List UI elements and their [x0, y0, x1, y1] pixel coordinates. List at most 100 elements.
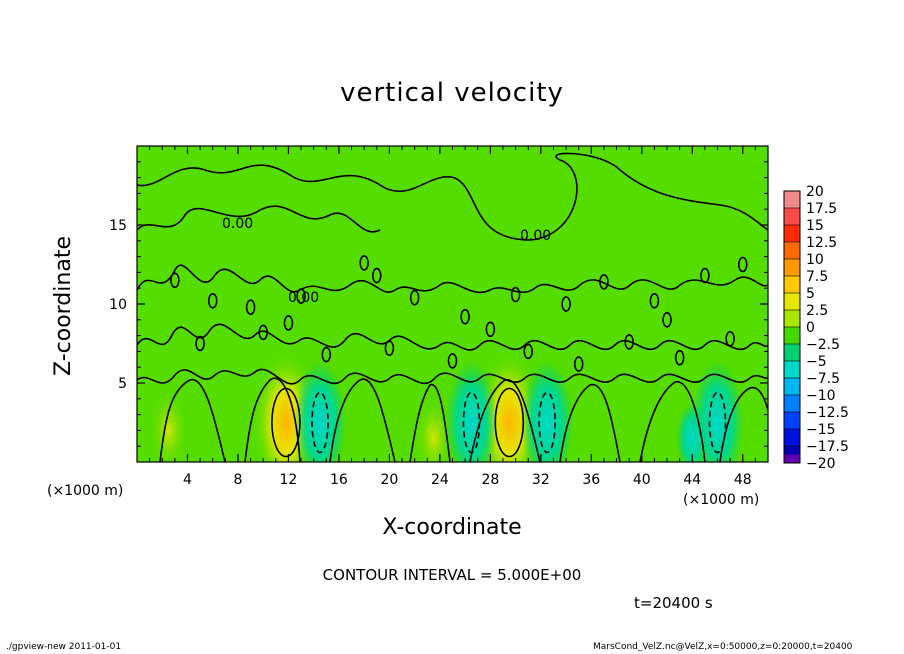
- contour-blob: [674, 349, 685, 366]
- contour-blob: [561, 296, 571, 312]
- contour-blob: [283, 315, 294, 331]
- updraft-contour: [271, 387, 301, 458]
- contour-blob: [725, 330, 735, 347]
- colorbar-swatch: [784, 208, 800, 226]
- colorbar-label: −2.5: [806, 337, 840, 353]
- colorbar-swatch: [784, 454, 800, 463]
- downdraft-contour: [311, 391, 329, 454]
- downdraft-contour: [538, 391, 556, 454]
- updraft-region: [150, 390, 187, 462]
- x-tick-label: 44: [683, 472, 701, 488]
- contour-interval: CONTOUR INTERVAL = 5.000E+00: [322, 566, 582, 584]
- contour-blob: [170, 272, 180, 289]
- colorbar-label: −5: [806, 354, 827, 370]
- colorbar-swatch: [784, 361, 800, 379]
- contour-line-near-surface: [159, 377, 768, 462]
- contour-label: 0.00: [288, 290, 319, 306]
- contour-blob: [510, 286, 521, 303]
- contour-blob: [321, 346, 332, 363]
- colorbar-label: −17.5: [806, 439, 849, 455]
- colorbar-label: 12.5: [806, 235, 837, 251]
- colorbar: 2017.51512.5107.552.50−2.5−5−7.5−10−12.5…: [783, 184, 849, 472]
- contour-label: 0.00: [222, 216, 253, 232]
- x-tick-label: 40: [633, 472, 651, 488]
- contour-blob: [662, 311, 672, 328]
- updraft-contour: [494, 387, 525, 458]
- x-tick-label: 48: [734, 472, 752, 488]
- colorbar-label: 2.5: [806, 303, 828, 319]
- time-label: t=20400 s: [634, 594, 713, 612]
- contour-line-mid-2: [137, 323, 768, 351]
- contour-blob: [245, 299, 256, 315]
- contour-blob: [700, 267, 710, 284]
- colorbar-swatch: [784, 378, 800, 396]
- contour-blob: [737, 256, 748, 273]
- colorbar-swatch: [784, 327, 800, 345]
- colorbar-label: 0: [806, 320, 815, 336]
- footer-source: MarsCond_VelZ.nc@VelZ,x=0:50000,z=0:2000…: [593, 642, 853, 652]
- y-tick-label: 15: [109, 218, 127, 234]
- contour-line-mid: [137, 264, 768, 294]
- downdraft-contour: [462, 391, 481, 454]
- contour-blob: [573, 356, 584, 372]
- footer-program: ./gpview-new 2011-01-01: [6, 642, 122, 652]
- x-unit-label-right: (×1000 m): [683, 492, 760, 508]
- colorbar-label: −10: [806, 388, 836, 404]
- plot-area: 0.00 0.00 0.00: [136, 145, 769, 463]
- downdraft-region: [293, 360, 346, 462]
- x-axis: 4 8 12 16 20 24 28 32 36 40 44 48: [149, 146, 756, 488]
- colorbar-label: 10: [806, 252, 824, 268]
- velocity-field: [150, 352, 744, 462]
- downdraft-region: [445, 360, 498, 462]
- y-tick-label: 5: [118, 376, 127, 392]
- contour-blob: [460, 308, 470, 325]
- contour-blob: [359, 255, 369, 271]
- downdraft-region: [521, 360, 574, 462]
- colorbar-swatch: [784, 225, 800, 243]
- contour-line-low: [137, 368, 768, 385]
- x-tick-label: 28: [481, 472, 499, 488]
- colorbar-swatch: [784, 276, 800, 294]
- contour-blob: [523, 343, 534, 360]
- contour-lines: [137, 152, 768, 462]
- x-tick-label: 4: [183, 472, 192, 488]
- colorbar-label: −7.5: [806, 371, 840, 387]
- colorbar-label: −15: [806, 422, 836, 438]
- contour-blob: [207, 293, 218, 309]
- updraft-region: [415, 398, 452, 462]
- contour-blob: [195, 335, 205, 352]
- colorbar-swatch: [784, 412, 800, 430]
- contour-label: 0.00: [520, 228, 551, 244]
- contour-blob: [599, 274, 609, 290]
- colorbar-label: 5: [806, 286, 815, 302]
- colorbar-label: −12.5: [806, 405, 849, 421]
- colorbar-swatch: [784, 293, 800, 311]
- colorbar-label: 15: [806, 218, 824, 234]
- colorbar-swatch: [784, 259, 800, 277]
- contour-line-upper: [137, 152, 768, 241]
- contour-line-upper-2: [137, 205, 381, 233]
- x-unit-label-left: (×1000 m): [47, 483, 124, 499]
- closed-contours: [170, 255, 748, 458]
- x-tick-label: 12: [280, 472, 298, 488]
- y-axis: 5 10 15: [109, 161, 768, 447]
- chart-title: vertical velocity: [340, 78, 564, 108]
- x-axis-label: X-coordinate: [382, 515, 522, 540]
- colorbar-swatch: [784, 310, 800, 328]
- x-tick-label: 20: [380, 472, 398, 488]
- contour-blob: [371, 267, 382, 284]
- downdraft-region: [676, 402, 709, 462]
- x-tick-label: 24: [431, 472, 449, 488]
- x-tick-label: 8: [233, 472, 242, 488]
- colorbar-swatch: [784, 191, 800, 209]
- contour-blob: [485, 321, 496, 338]
- colorbar-label: 17.5: [806, 201, 837, 217]
- y-axis-label: Z-coordinate: [51, 236, 76, 376]
- contour-blob: [296, 288, 306, 304]
- x-tick-label: 36: [582, 472, 600, 488]
- contour-blob: [624, 334, 634, 350]
- downdraft-contour: [708, 391, 727, 454]
- colorbar-label: 20: [806, 184, 824, 200]
- colorbar-swatch: [784, 344, 800, 362]
